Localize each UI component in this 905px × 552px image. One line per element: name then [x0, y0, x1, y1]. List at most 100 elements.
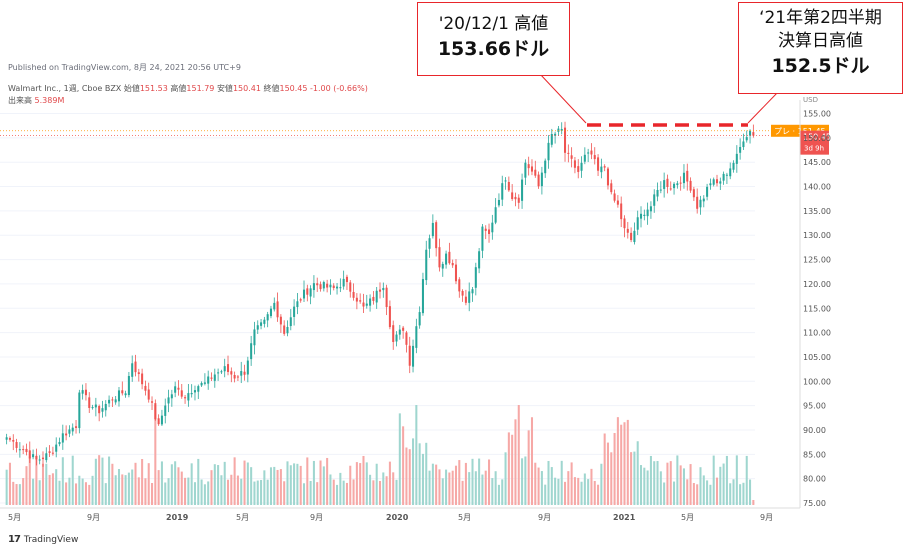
candle-body: [339, 287, 342, 289]
x-axis: 5月 9月 2019 5月 9月 2020 5月 9月 2021 5月 9月: [0, 507, 800, 522]
candle-body: [167, 397, 170, 404]
y-tick-label: 145.00: [803, 158, 831, 167]
volume-bar: [382, 472, 385, 505]
candle-body: [104, 403, 107, 411]
volume-bar: [190, 463, 193, 505]
volume-bar: [501, 479, 504, 505]
volume-bar: [349, 465, 352, 505]
volume-bar: [167, 478, 170, 505]
candle-body: [524, 162, 527, 178]
volume-bar: [296, 463, 299, 505]
volume-bar: [431, 463, 434, 505]
volume-bar: [570, 462, 573, 505]
candle-body: [616, 200, 619, 205]
volume-bar: [732, 479, 735, 505]
volume-bar: [365, 462, 368, 505]
y-axis-unit: USD: [803, 96, 818, 104]
candle-body: [293, 306, 296, 317]
candle-body: [25, 448, 28, 453]
candle-body: [210, 377, 213, 379]
candle-body: [600, 166, 603, 173]
candle-body: [676, 183, 679, 186]
volume-bar: [342, 480, 345, 505]
candle-body: [184, 397, 187, 399]
candle-body: [286, 326, 289, 334]
volume-bar: [620, 424, 623, 505]
volume-bar: [316, 482, 319, 505]
volume-bar: [749, 479, 752, 505]
volume-bar: [375, 463, 378, 505]
volume-bar: [329, 474, 332, 505]
candle-body: [94, 404, 97, 408]
volume-bar: [319, 460, 322, 505]
volume-bar: [263, 470, 266, 505]
volume-bar: [613, 433, 616, 505]
volume-bar: [147, 463, 150, 505]
candle-body: [362, 302, 365, 307]
volume-bar: [478, 458, 481, 505]
y-tick-label: 95.00: [803, 402, 826, 411]
volume-bar: [127, 472, 130, 505]
candle-body: [144, 385, 147, 391]
volume-bar: [55, 469, 58, 505]
volume-bar: [448, 472, 451, 505]
high-label: 高値: [170, 84, 187, 93]
candle-body: [177, 387, 180, 390]
volume-bar: [336, 484, 339, 505]
candle-body: [659, 189, 662, 191]
volume-bar: [421, 453, 424, 505]
volume-bar: [91, 475, 94, 505]
volume-bar: [81, 478, 84, 505]
volume-bar: [415, 405, 418, 505]
candle-body: [382, 287, 385, 291]
candle-body: [137, 372, 140, 375]
volume-bar: [299, 465, 302, 505]
candle-body: [388, 306, 391, 328]
volume-bar: [550, 467, 553, 505]
candle-body: [544, 160, 547, 174]
chart-grid: [0, 113, 755, 504]
volume-bar: [15, 484, 18, 505]
candle-body: [213, 374, 216, 381]
candle-body: [269, 308, 272, 317]
volume-bar: [653, 461, 656, 505]
volume-bar: [164, 482, 167, 505]
candle-body: [636, 217, 639, 230]
callout-right-price: 152.5ドル: [771, 55, 870, 77]
candle-body: [497, 199, 500, 206]
callout-left-date: '20/12/1 高値: [438, 14, 549, 34]
volume-bar: [41, 463, 45, 505]
candle-body: [131, 363, 134, 377]
candle-body: [643, 214, 646, 216]
candle-body: [203, 382, 206, 384]
candle-body: [597, 157, 600, 171]
x-tick-label: 2021: [613, 513, 636, 522]
volume-bar: [481, 474, 484, 505]
candle-body: [656, 190, 659, 197]
candle-body: [445, 253, 448, 265]
candle-body: [428, 238, 431, 249]
candle-body: [51, 452, 54, 454]
volume-bar: [12, 481, 15, 505]
candle-body: [18, 449, 21, 451]
volume-bar: [193, 482, 197, 505]
candle-body: [289, 317, 292, 327]
candle-body: [392, 325, 395, 343]
volume-bar: [696, 484, 699, 505]
volume-bar: [752, 500, 755, 505]
candle-body: [236, 376, 239, 378]
candle-body: [164, 405, 167, 416]
volume-bar: [464, 462, 467, 505]
volume-bar: [293, 463, 296, 505]
candle-body: [253, 329, 256, 346]
candle-body: [663, 180, 666, 189]
candle-body: [81, 390, 84, 394]
volume-bar: [649, 455, 652, 505]
volume-bar: [603, 433, 606, 505]
volume-bar: [94, 458, 97, 505]
volume-bar: [28, 456, 31, 505]
tradingview-logo[interactable]: 17 TradingView: [8, 534, 78, 545]
volume-bar: [25, 466, 28, 505]
tradingview-logo-text: TradingView: [23, 534, 79, 545]
